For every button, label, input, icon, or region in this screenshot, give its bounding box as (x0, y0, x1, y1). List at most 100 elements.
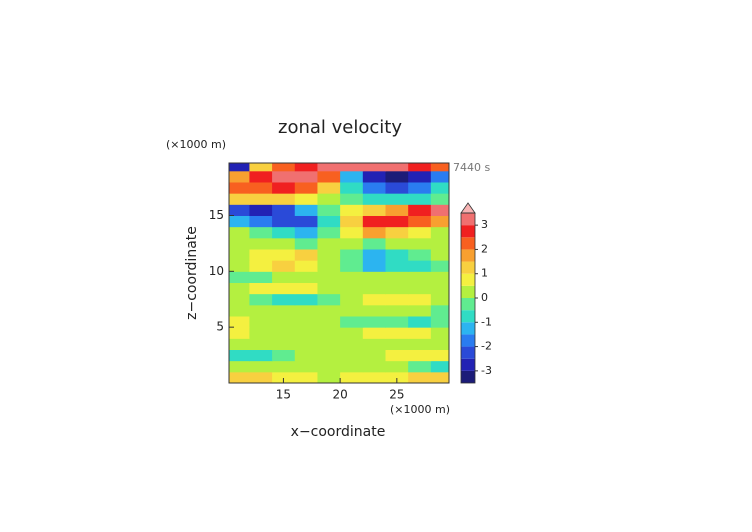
y-unit: (×1000 m) (166, 138, 226, 151)
cell (272, 271, 296, 283)
cell (385, 327, 409, 339)
cell (362, 181, 386, 194)
cell (362, 371, 386, 383)
cell (272, 163, 296, 172)
cell (294, 327, 318, 339)
cell (408, 315, 432, 328)
colorbar-band (461, 285, 475, 298)
cell (294, 226, 318, 239)
cell (249, 204, 273, 216)
cell (408, 293, 432, 306)
cell (249, 327, 273, 339)
cell (249, 293, 273, 306)
cell (430, 260, 449, 272)
y-tick-label: 10 (209, 264, 224, 278)
colorbar-extend (460, 202, 476, 214)
x-unit: (×1000 m) (390, 403, 450, 416)
cell (385, 338, 409, 350)
colorbar-band (461, 213, 475, 226)
x-tick-label: 20 (332, 388, 347, 402)
colorbar-band (461, 237, 475, 250)
colorbar-tick-label: -3 (481, 364, 492, 377)
cell (249, 282, 273, 295)
cell (317, 371, 341, 383)
cell (294, 338, 318, 350)
cell (249, 371, 273, 383)
cell (340, 360, 364, 373)
cell (430, 193, 449, 205)
cell (340, 327, 364, 339)
cell (272, 282, 296, 295)
cell (229, 193, 250, 205)
cell (317, 163, 341, 172)
colorbar-band (461, 273, 475, 286)
cell (272, 170, 296, 183)
colorbar-band (461, 334, 475, 347)
cell (229, 248, 250, 261)
cell (385, 248, 409, 261)
cell (430, 226, 449, 239)
cell (272, 293, 296, 306)
cell (385, 293, 409, 306)
cell (294, 282, 318, 295)
cell (362, 304, 386, 317)
cell (408, 282, 432, 295)
cell (249, 349, 273, 362)
cell (294, 271, 318, 283)
cell (249, 248, 273, 261)
colorbar-tick-label: 2 (481, 242, 488, 255)
colorbar-band (461, 249, 475, 262)
cell (294, 304, 318, 317)
cell (294, 237, 318, 250)
cell (385, 193, 409, 205)
cell (385, 282, 409, 295)
colorbar-tick-label: -2 (481, 340, 492, 353)
cell (340, 293, 364, 306)
cell (340, 315, 364, 328)
cell (229, 260, 250, 272)
cell (317, 293, 341, 306)
cell (408, 215, 432, 228)
cell (317, 204, 341, 216)
cell (272, 226, 296, 239)
cell (294, 360, 318, 373)
cell (408, 338, 432, 350)
cell (272, 315, 296, 328)
cell (229, 271, 250, 283)
cell (317, 215, 341, 228)
cell (362, 282, 386, 295)
cell (229, 237, 250, 250)
cell (317, 327, 341, 339)
cell (249, 193, 273, 205)
time-label: 7440 s (453, 161, 490, 174)
cell (385, 360, 409, 373)
cell (408, 181, 432, 194)
cell (249, 304, 273, 317)
cell (340, 349, 364, 362)
cell (430, 237, 449, 250)
cell (362, 338, 386, 350)
cell (430, 304, 449, 317)
cell (385, 271, 409, 283)
cell (408, 204, 432, 216)
cell (294, 170, 318, 183)
cell (317, 360, 341, 373)
cell (430, 248, 449, 261)
cell (340, 282, 364, 295)
cell (430, 163, 449, 172)
colorbar-tick-label: -1 (481, 315, 492, 328)
colorbar-band (461, 310, 475, 323)
cell (430, 170, 449, 183)
cell (229, 170, 250, 183)
cell (317, 170, 341, 183)
cell (362, 260, 386, 272)
cell (430, 338, 449, 350)
cell (430, 349, 449, 362)
cell (408, 248, 432, 261)
cell (385, 315, 409, 328)
cell (317, 237, 341, 250)
cell (408, 360, 432, 373)
cell (362, 349, 386, 362)
cell (229, 181, 250, 194)
cell (362, 226, 386, 239)
